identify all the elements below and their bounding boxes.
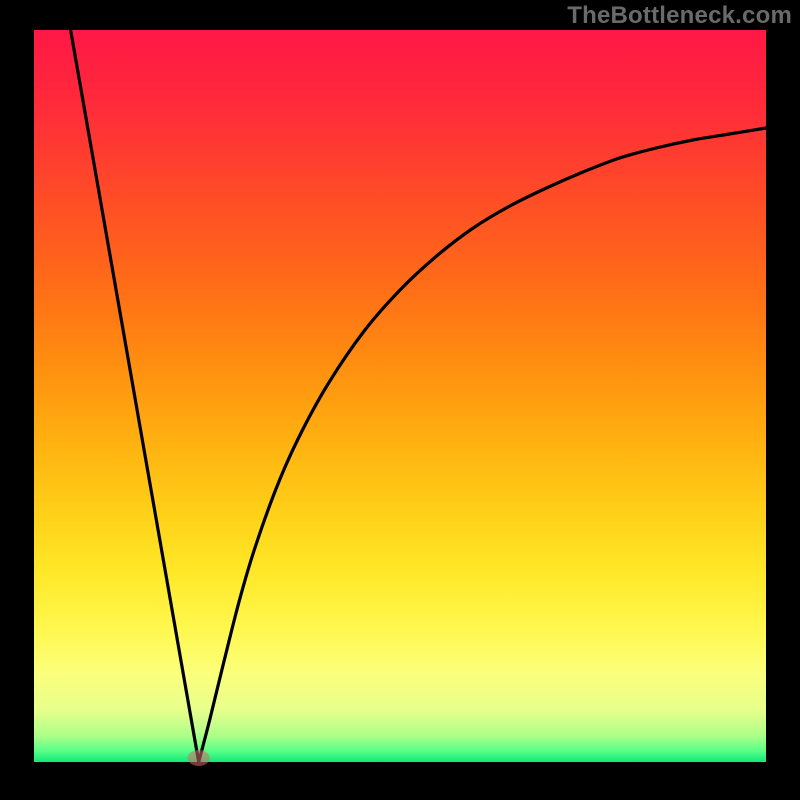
optimal-point-marker: [188, 750, 210, 766]
chart-frame: TheBottleneck.com: [0, 0, 800, 800]
chart-plot-area: [34, 30, 766, 762]
bottleneck-chart: [0, 0, 800, 800]
watermark-text: TheBottleneck.com: [567, 2, 792, 30]
